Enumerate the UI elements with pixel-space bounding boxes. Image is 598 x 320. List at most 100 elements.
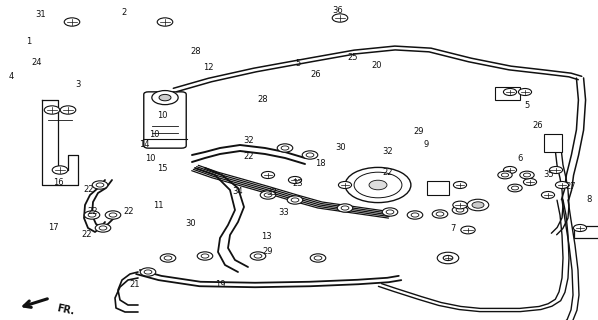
- Circle shape: [314, 256, 322, 260]
- Text: 29: 29: [413, 127, 424, 136]
- Text: 25: 25: [347, 53, 358, 62]
- Text: 22: 22: [87, 207, 98, 216]
- Bar: [544, 134, 562, 152]
- Circle shape: [96, 183, 104, 187]
- Circle shape: [197, 252, 213, 260]
- Bar: [495, 87, 520, 100]
- Circle shape: [520, 171, 534, 179]
- Text: 1: 1: [26, 37, 31, 46]
- Circle shape: [382, 208, 398, 216]
- Circle shape: [472, 202, 484, 208]
- Circle shape: [92, 181, 108, 189]
- Text: 8: 8: [587, 195, 591, 204]
- Text: 21: 21: [129, 280, 140, 289]
- Circle shape: [160, 254, 176, 262]
- Bar: [574, 226, 598, 238]
- Text: 31: 31: [35, 10, 46, 19]
- Text: 9: 9: [423, 140, 428, 149]
- Text: 17: 17: [48, 223, 59, 232]
- Circle shape: [152, 91, 178, 105]
- Text: 27: 27: [566, 182, 576, 191]
- Circle shape: [437, 252, 459, 264]
- Text: 32: 32: [243, 136, 254, 145]
- Text: 6: 6: [518, 154, 523, 163]
- Circle shape: [109, 213, 117, 217]
- Circle shape: [369, 180, 387, 190]
- Circle shape: [250, 252, 266, 260]
- Text: 23: 23: [292, 179, 303, 188]
- Circle shape: [386, 210, 394, 214]
- Text: 7: 7: [451, 224, 456, 233]
- Text: 10: 10: [157, 111, 168, 120]
- Circle shape: [310, 254, 326, 262]
- Circle shape: [140, 268, 155, 276]
- Text: 22: 22: [382, 168, 393, 177]
- Circle shape: [467, 199, 489, 211]
- Text: 36: 36: [332, 6, 343, 15]
- Text: 10: 10: [149, 130, 160, 139]
- Text: 22: 22: [243, 152, 254, 161]
- Circle shape: [164, 256, 172, 260]
- Circle shape: [432, 210, 448, 218]
- Circle shape: [287, 196, 303, 204]
- FancyBboxPatch shape: [144, 92, 186, 148]
- Text: 12: 12: [203, 63, 213, 72]
- Text: 26: 26: [310, 70, 321, 79]
- Text: 24: 24: [32, 58, 42, 67]
- Text: 3: 3: [75, 80, 80, 89]
- Text: 11: 11: [153, 201, 164, 210]
- Circle shape: [345, 167, 411, 203]
- Circle shape: [288, 176, 301, 184]
- Text: 5: 5: [525, 101, 530, 110]
- Circle shape: [281, 146, 289, 150]
- Circle shape: [52, 166, 68, 174]
- Circle shape: [541, 191, 554, 198]
- Circle shape: [436, 212, 444, 216]
- Circle shape: [60, 106, 76, 114]
- Text: 4: 4: [8, 72, 13, 81]
- Circle shape: [84, 211, 100, 219]
- Circle shape: [511, 186, 518, 190]
- Text: FR.: FR.: [56, 303, 76, 316]
- Circle shape: [518, 88, 532, 95]
- Circle shape: [504, 166, 517, 173]
- Bar: [427, 181, 448, 195]
- Circle shape: [354, 172, 402, 198]
- Text: 13: 13: [261, 232, 271, 241]
- Circle shape: [277, 144, 293, 152]
- Circle shape: [254, 254, 262, 258]
- Text: 26: 26: [533, 121, 544, 130]
- Circle shape: [498, 171, 512, 179]
- Text: 33: 33: [279, 208, 289, 217]
- Circle shape: [501, 173, 508, 177]
- Text: 22: 22: [81, 230, 92, 239]
- Circle shape: [105, 211, 121, 219]
- Text: 22: 22: [83, 185, 94, 194]
- Circle shape: [452, 206, 468, 214]
- Circle shape: [88, 213, 96, 217]
- Text: 29: 29: [263, 247, 273, 256]
- Text: 30: 30: [335, 143, 346, 152]
- Text: 19: 19: [215, 280, 225, 289]
- Circle shape: [64, 18, 80, 26]
- Text: 34: 34: [233, 188, 243, 196]
- Text: 5: 5: [295, 60, 300, 68]
- Text: 2: 2: [122, 8, 127, 17]
- Circle shape: [261, 172, 274, 179]
- Circle shape: [159, 94, 171, 101]
- Text: 14: 14: [139, 140, 150, 149]
- Circle shape: [337, 204, 353, 212]
- Text: 10: 10: [145, 154, 156, 163]
- Circle shape: [95, 224, 111, 232]
- Circle shape: [157, 18, 173, 26]
- Circle shape: [550, 166, 563, 173]
- Text: 18: 18: [315, 159, 325, 168]
- Circle shape: [302, 151, 318, 159]
- Text: 32: 32: [382, 147, 393, 156]
- Circle shape: [456, 208, 464, 212]
- Circle shape: [453, 201, 467, 209]
- Circle shape: [508, 184, 522, 192]
- Text: 35: 35: [544, 170, 554, 179]
- Text: 33: 33: [267, 188, 277, 197]
- Circle shape: [573, 225, 587, 232]
